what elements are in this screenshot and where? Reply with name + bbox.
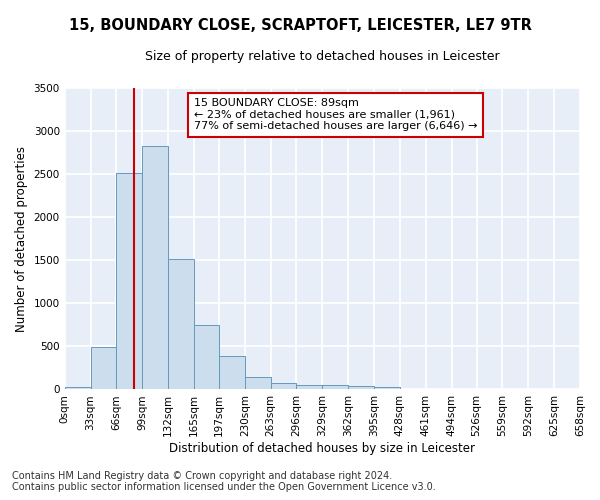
Bar <box>348 386 374 390</box>
X-axis label: Distribution of detached houses by size in Leicester: Distribution of detached houses by size … <box>169 442 475 455</box>
Bar <box>271 382 296 390</box>
Text: Contains HM Land Registry data © Crown copyright and database right 2024.
Contai: Contains HM Land Registry data © Crown c… <box>12 471 436 492</box>
Bar <box>91 347 116 390</box>
Bar <box>142 146 168 390</box>
Text: 15 BOUNDARY CLOSE: 89sqm
← 23% of detached houses are smaller (1,961)
77% of sem: 15 BOUNDARY CLOSE: 89sqm ← 23% of detach… <box>194 98 478 132</box>
Bar <box>168 260 194 390</box>
Bar <box>296 385 322 390</box>
Bar <box>116 173 142 390</box>
Text: 15, BOUNDARY CLOSE, SCRAPTOFT, LEICESTER, LE7 9TR: 15, BOUNDARY CLOSE, SCRAPTOFT, LEICESTER… <box>68 18 532 32</box>
Bar <box>322 385 348 390</box>
Title: Size of property relative to detached houses in Leicester: Size of property relative to detached ho… <box>145 50 500 63</box>
Bar <box>65 387 91 390</box>
Bar <box>219 356 245 390</box>
Y-axis label: Number of detached properties: Number of detached properties <box>15 146 28 332</box>
Bar <box>194 325 219 390</box>
Bar <box>245 377 271 390</box>
Bar <box>374 387 400 390</box>
